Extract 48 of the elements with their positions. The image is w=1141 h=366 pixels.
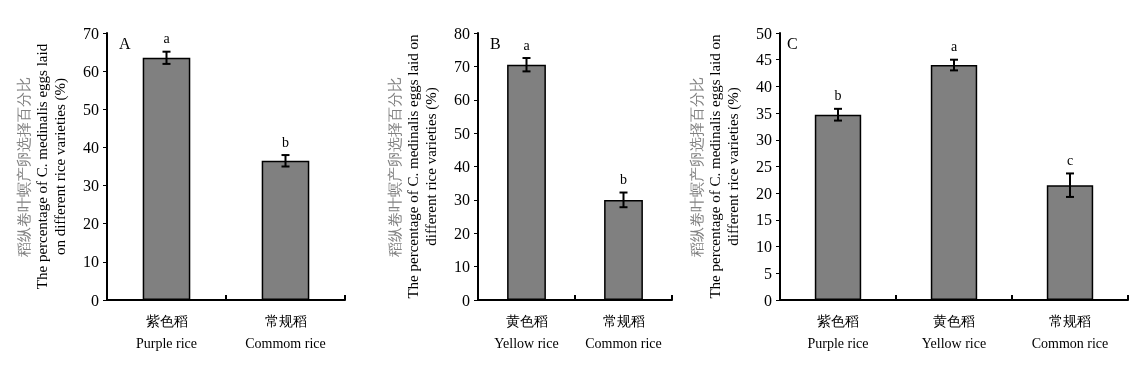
annotation: b — [620, 172, 627, 188]
y-tick-label: 20 — [454, 224, 470, 242]
y-tick-label: 35 — [756, 104, 772, 122]
y-tick-label: 20 — [83, 215, 99, 233]
y-tick-label: 50 — [454, 124, 470, 142]
y-tick-label: 0 — [462, 291, 470, 309]
y-tick-label: 45 — [756, 51, 772, 69]
y-tick-label: 10 — [756, 238, 772, 256]
x-tick-label: 常规稻 Common rice — [1031, 313, 1109, 351]
y-tick-label: 0 — [764, 291, 772, 309]
y-tick-label: 0 — [91, 291, 99, 309]
annotation: C — [787, 34, 798, 52]
y-tick-label: 70 — [454, 57, 470, 75]
y-tick-label: 60 — [454, 91, 470, 109]
annotation: a — [523, 37, 531, 53]
y-tick-label: 25 — [756, 158, 772, 175]
x-tick-label: 黄色稻 Yellow rice — [921, 313, 987, 351]
annotation: b — [834, 88, 842, 104]
y-tick-label: 10 — [454, 258, 470, 276]
x-tick-label: 黄色稻 Yellow rice — [494, 313, 559, 351]
y-tick-label: 20 — [756, 184, 772, 202]
x-tick-label: 常规稻 Commom rice — [245, 313, 326, 351]
x-tick-label: 紫色稻 Purple rice — [807, 313, 869, 351]
x-tick-label: 紫色稻 Purple rice — [135, 313, 198, 351]
y-tick-label: 30 — [756, 131, 772, 149]
y-tick-label: 40 — [756, 77, 772, 95]
y-tick-label: 70 — [83, 24, 99, 42]
y-tick-label: 30 — [83, 177, 99, 195]
y-tick-label: 40 — [454, 158, 470, 175]
y-axis-title: 稻纵卷叶螟产卵选择百分比 The percentage of C. medinalis eggs laid on different rice varieties (%) — [689, 33, 742, 299]
annotation: A — [119, 34, 131, 52]
y-tick-label: 50 — [756, 24, 772, 42]
annotation: a — [950, 39, 958, 55]
y-axis-title: 稻纵卷叶螟产卵选择百分比 The percentage of C. medinalis eggs laid on different rice varieties (%) — [387, 33, 440, 299]
y-tick-label: 50 — [83, 100, 99, 118]
y-axis-title: 稻纵卷叶螟产卵选择百分比 The percentage of C. medinalis eggs laid on different rice varieties (%) — [16, 43, 69, 290]
y-tick-label: 40 — [83, 138, 99, 156]
y-tick-label: 10 — [83, 253, 99, 271]
y-tick-label: 30 — [454, 191, 470, 209]
y-tick-label: 15 — [756, 211, 772, 229]
x-tick-label: 常规稻 Common rice — [585, 313, 662, 351]
annotation: c — [1066, 152, 1074, 168]
annotation: a — [163, 31, 171, 47]
y-tick-label: 80 — [454, 24, 470, 42]
annotation: B — [490, 34, 501, 52]
y-tick-label: 5 — [764, 264, 772, 282]
y-tick-label: 60 — [83, 62, 99, 80]
annotation: b — [282, 134, 289, 150]
